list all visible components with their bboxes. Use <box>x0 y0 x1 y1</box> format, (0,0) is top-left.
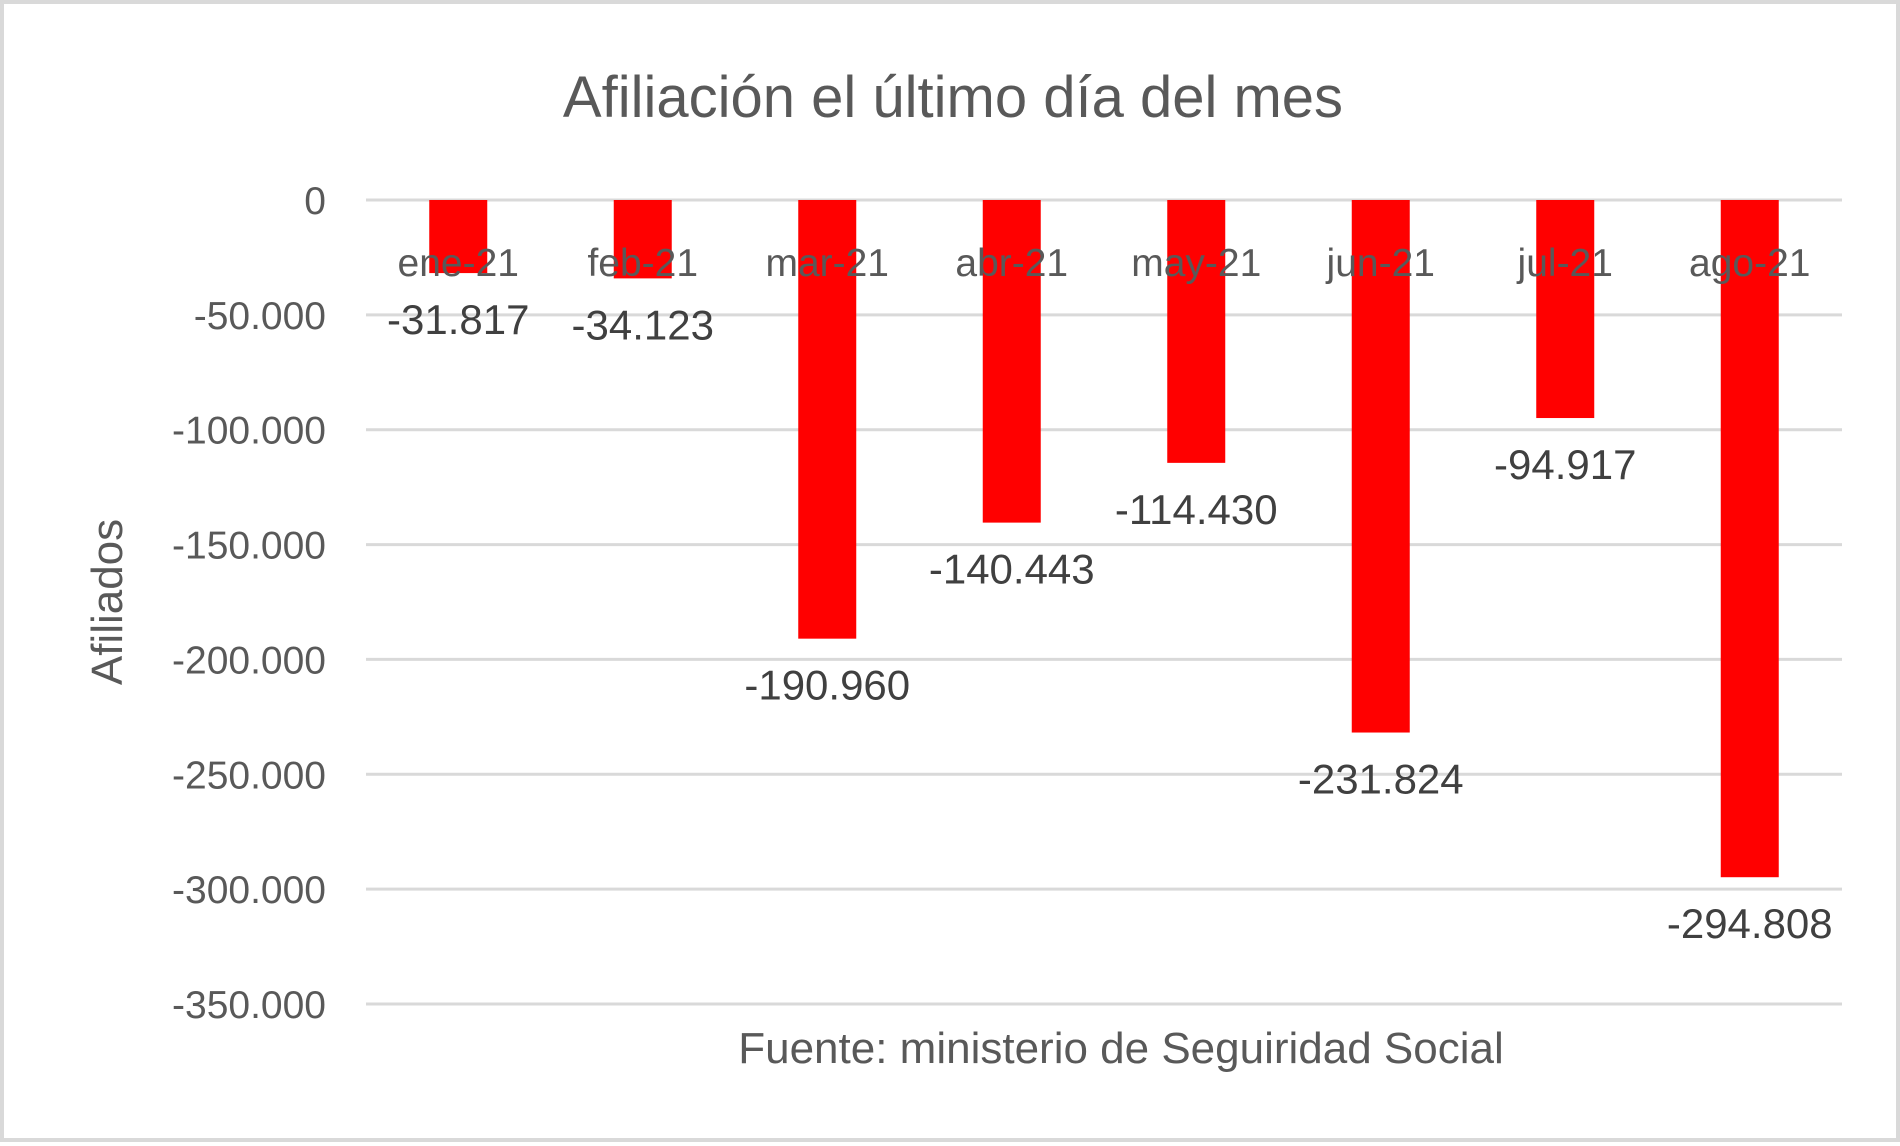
y-tick-label: -150.000 <box>172 525 326 568</box>
y-tick-label: -300.000 <box>172 869 326 912</box>
bar-jun-21 <box>1351 200 1410 733</box>
x-tick-label: may-21 <box>1131 242 1261 285</box>
bar-ene-21 <box>429 200 488 274</box>
x-tick-label: ene-21 <box>398 242 519 285</box>
data-label: -31.817 <box>387 296 529 343</box>
data-label: -231.824 <box>1298 756 1464 803</box>
x-tick-label: ago-21 <box>1689 242 1810 285</box>
y-tick-label: -350.000 <box>172 984 326 1027</box>
x-tick-label: jun-21 <box>1326 242 1435 285</box>
gridlines <box>366 198 1842 1006</box>
y-tick-label: 0 <box>304 180 326 223</box>
y-tick-label: -250.000 <box>172 754 326 797</box>
chart-title: Afiliación el último día del mes <box>563 65 1343 130</box>
data-label: -294.808 <box>1667 900 1833 947</box>
y-tick-label: -50.000 <box>194 295 326 338</box>
bar-may-21 <box>1167 200 1226 463</box>
y-axis-title: Afiliados <box>83 519 132 685</box>
bar-abr-21 <box>982 200 1041 523</box>
x-axis-categories: ene-21 feb-21 mar-21 abr-21 may-21 jun-21 jul-… <box>398 242 1811 285</box>
bar-mar-21 <box>798 200 857 639</box>
x-tick-label: feb-21 <box>587 242 698 285</box>
data-label: -94.917 <box>1494 441 1636 488</box>
bar-ago-21 <box>1720 200 1779 878</box>
bar-jul-21 <box>1536 200 1595 419</box>
y-axis-ticks: 0 -50.000 -100.000 -150.000 -200.000 -250.000… <box>172 180 326 1027</box>
data-label: -114.430 <box>1115 486 1278 533</box>
data-label: -140.443 <box>929 546 1095 593</box>
chart-svg: Afiliación el último día del mes Afiliad… <box>83 65 1842 1073</box>
bars <box>429 200 1779 878</box>
bar-feb-21 <box>613 200 672 279</box>
x-tick-label: abr-21 <box>955 242 1068 285</box>
x-tick-label: jul-21 <box>1517 242 1613 285</box>
y-tick-label: -200.000 <box>172 639 326 682</box>
source-note: Fuente: ministerio de Seguiridad Social <box>738 1024 1504 1073</box>
data-labels: -31.817 -34.123 -190.960 -140.443 -114.430 -2… <box>387 296 1833 947</box>
data-label: -34.123 <box>572 301 714 348</box>
x-tick-label: mar-21 <box>765 242 889 285</box>
data-label: -190.960 <box>744 662 910 709</box>
y-tick-label: -100.000 <box>172 410 326 453</box>
